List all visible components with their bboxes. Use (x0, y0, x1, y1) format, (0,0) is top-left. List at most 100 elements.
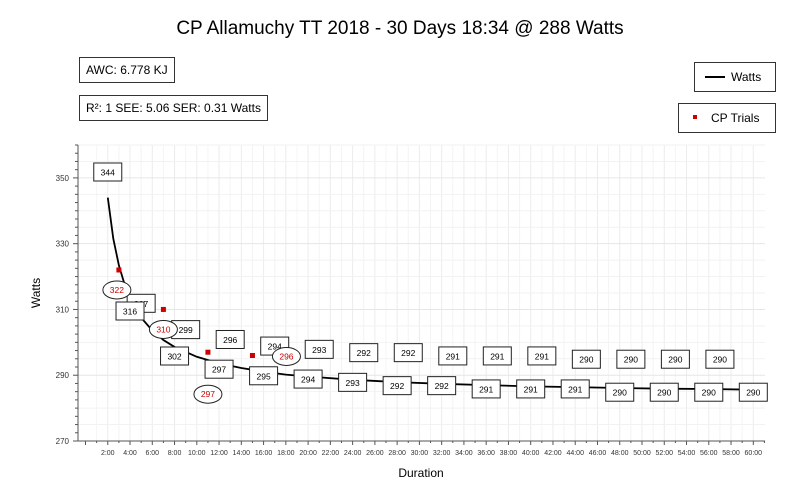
y-tick-label: 330 (56, 240, 70, 249)
value-label: 302 (167, 352, 181, 362)
value-label: 291 (535, 351, 549, 361)
x-tick-label: 60:00 (745, 450, 763, 457)
cp-trial-point (205, 349, 211, 355)
x-tick-label: 54:00 (678, 450, 696, 457)
x-tick-label: 32:00 (433, 450, 451, 457)
value-label: 290 (746, 388, 760, 398)
trial-label: 296 (279, 351, 293, 361)
chart-title: CP Allamuchy TT 2018 - 30 Days 18:34 @ 2… (176, 18, 624, 39)
value-label-box (293, 369, 323, 389)
value-label: 292 (390, 381, 404, 391)
value-label-box (738, 382, 768, 402)
legend-cp-trials-label: CP Trials (711, 111, 760, 125)
value-label: 293 (346, 378, 360, 388)
value-label: 290 (668, 355, 682, 365)
x-tick-label: 26:00 (366, 450, 384, 457)
value-label-box (694, 382, 724, 402)
value-label-box (616, 349, 646, 369)
x-tick-label: 16:00 (255, 450, 273, 457)
value-label: 292 (401, 348, 415, 358)
legend-line-swatch (705, 76, 725, 78)
value-label-box (382, 376, 412, 396)
x-tick-label: 48:00 (611, 450, 629, 457)
value-label-box (471, 379, 501, 399)
trial-label: 310 (156, 324, 170, 334)
value-label-box (660, 349, 690, 369)
x-tick-label: 56:00 (700, 450, 718, 457)
x-tick-label: 28:00 (388, 450, 406, 457)
value-label-box (93, 162, 123, 182)
value-label: 291 (568, 384, 582, 394)
value-label-box (605, 382, 635, 402)
x-tick-label: 58:00 (722, 450, 740, 457)
x-tick-label: 8:00 (168, 450, 182, 457)
awc-annotation: AWC: 6.778 KJ (79, 57, 175, 83)
value-label-box (705, 349, 735, 369)
value-label-box (438, 346, 468, 366)
x-tick-label: 24:00 (344, 450, 362, 457)
x-tick-label: 6:00 (145, 450, 159, 457)
cp-trial-point (249, 352, 255, 358)
x-tick-label: 20:00 (299, 450, 317, 457)
x-tick-label: 46:00 (589, 450, 607, 457)
value-label-box (215, 329, 245, 349)
legend-watts-label: Watts (731, 70, 762, 84)
cp-trial-point (160, 306, 166, 312)
value-label-box (571, 349, 601, 369)
x-axis-title: Duration (398, 466, 443, 480)
value-label: 344 (101, 168, 115, 178)
value-label: 292 (357, 348, 371, 358)
value-label: 290 (624, 355, 638, 365)
value-label: 295 (256, 371, 270, 381)
value-label-box (482, 346, 512, 366)
value-label: 294 (268, 342, 282, 352)
value-label: 293 (312, 345, 326, 355)
value-label-box (527, 346, 557, 366)
trial-label-ellipse (193, 384, 223, 404)
value-label: 290 (657, 388, 671, 398)
value-label-box (516, 379, 546, 399)
y-tick-label: 270 (56, 437, 70, 446)
x-tick-label: 36:00 (477, 450, 495, 457)
y-axis-title: Watts (29, 278, 43, 308)
value-label-box (560, 379, 590, 399)
value-label: 290 (702, 388, 716, 398)
trial-label-ellipse (148, 319, 178, 339)
x-tick-label: 38:00 (500, 450, 518, 457)
x-tick-label: 18:00 (277, 450, 295, 457)
y-tick-label: 290 (56, 371, 70, 380)
value-label: 291 (446, 351, 460, 361)
value-label-box (304, 339, 334, 359)
value-label: 290 (579, 355, 593, 365)
value-label-box (427, 376, 457, 396)
value-label-box (338, 372, 368, 392)
legend-cp-trials: CP Trials (678, 103, 776, 133)
value-label: 297 (212, 365, 226, 375)
trial-label: 322 (110, 285, 124, 295)
x-tick-label: 2:00 (101, 450, 115, 457)
x-tick-label: 22:00 (322, 450, 340, 457)
value-label: 296 (223, 335, 237, 345)
value-label-box (115, 301, 145, 321)
value-label-box (393, 343, 423, 363)
legend-watts: Watts (694, 62, 776, 92)
value-label-box (349, 343, 379, 363)
value-label-box (204, 359, 234, 379)
fit-stats-annotation: R²: 1 SEE: 5.06 SER: 0.31 Watts (79, 95, 268, 121)
x-tick-label: 52:00 (655, 450, 673, 457)
y-tick-label: 310 (56, 305, 70, 314)
cp-trial-point (116, 267, 122, 273)
x-tick-label: 42:00 (544, 450, 562, 457)
value-label: 294 (301, 375, 315, 385)
value-label: 316 (123, 307, 137, 317)
value-label: 291 (479, 384, 493, 394)
value-label: 291 (524, 384, 538, 394)
x-tick-label: 44:00 (566, 450, 584, 457)
value-label-box (649, 382, 679, 402)
x-tick-label: 4:00 (123, 450, 137, 457)
value-label: 290 (613, 388, 627, 398)
value-label-box (160, 346, 190, 366)
x-tick-label: 50:00 (633, 450, 651, 457)
value-label: 292 (435, 381, 449, 391)
